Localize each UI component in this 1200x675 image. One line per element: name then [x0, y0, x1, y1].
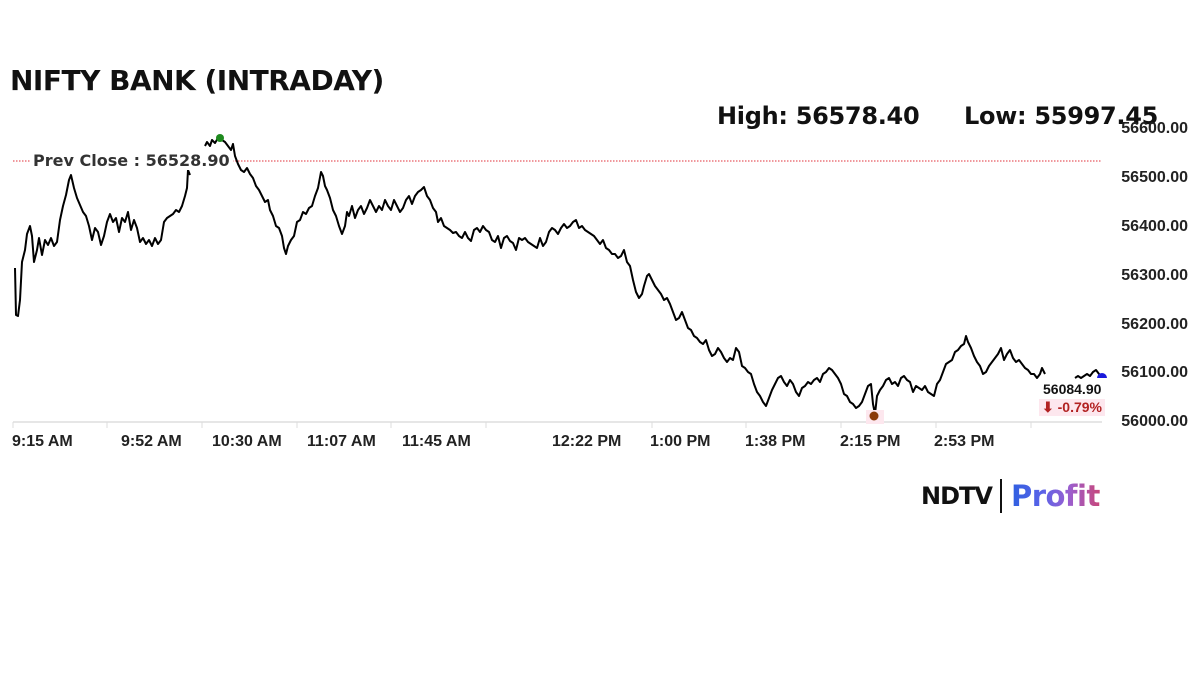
profit-wordmark: Profit [1010, 479, 1100, 513]
price-line-2 [204, 135, 1046, 415]
svg-text:1:38 PM: 1:38 PM [745, 433, 805, 450]
day-low-label: Low: 55997.45 [964, 102, 1159, 130]
svg-text:12:22 PM: 12:22 PM [552, 433, 621, 450]
svg-text:56500.00: 56500.00 [1121, 169, 1188, 186]
y-axis-labels: 56600.00 56500.00 56400.00 56300.00 5620… [1121, 120, 1188, 430]
svg-text:10:30 AM: 10:30 AM [212, 433, 282, 450]
svg-text:1:00 PM: 1:00 PM [650, 433, 710, 450]
svg-text:56600.00: 56600.00 [1121, 120, 1188, 137]
svg-text:11:07 AM: 11:07 AM [307, 433, 376, 450]
svg-text:56100.00: 56100.00 [1121, 364, 1188, 381]
last-price-marker [1097, 373, 1107, 378]
svg-text:2:15 PM: 2:15 PM [840, 433, 900, 450]
svg-text:2:53 PM: 2:53 PM [934, 433, 994, 450]
price-line-3 [1074, 369, 1103, 379]
ndtv-profit-logo: NDTV Profit [921, 478, 1100, 514]
svg-text:56000.00: 56000.00 [1121, 413, 1188, 430]
logo-divider [999, 479, 1002, 513]
svg-text:9:52 AM: 9:52 AM [121, 433, 182, 450]
day-high-label: High: 56578.40 [717, 102, 920, 130]
last-price-label: 56084.90 [1043, 381, 1102, 397]
change-percent-badge: ⬇ -0.79% [1039, 399, 1105, 416]
chart-title: NIFTY BANK (INTRADAY) [10, 64, 384, 97]
day-high-marker [216, 134, 224, 142]
x-axis-ticks [12, 422, 1032, 428]
price-line [14, 169, 191, 317]
ndtv-wordmark: NDTV [921, 482, 993, 510]
svg-text:56400.00: 56400.00 [1121, 218, 1188, 235]
svg-text:56300.00: 56300.00 [1121, 267, 1188, 284]
svg-text:9:15 AM: 9:15 AM [12, 433, 73, 450]
day-low-marker [869, 411, 879, 421]
svg-text:56200.00: 56200.00 [1121, 316, 1188, 333]
svg-text:11:45 AM: 11:45 AM [402, 433, 471, 450]
x-axis-labels: 9:15 AM 9:52 AM 10:30 AM 11:07 AM 11:45 … [12, 433, 994, 450]
prev-close-label: Prev Close : 56528.90 [30, 151, 233, 170]
